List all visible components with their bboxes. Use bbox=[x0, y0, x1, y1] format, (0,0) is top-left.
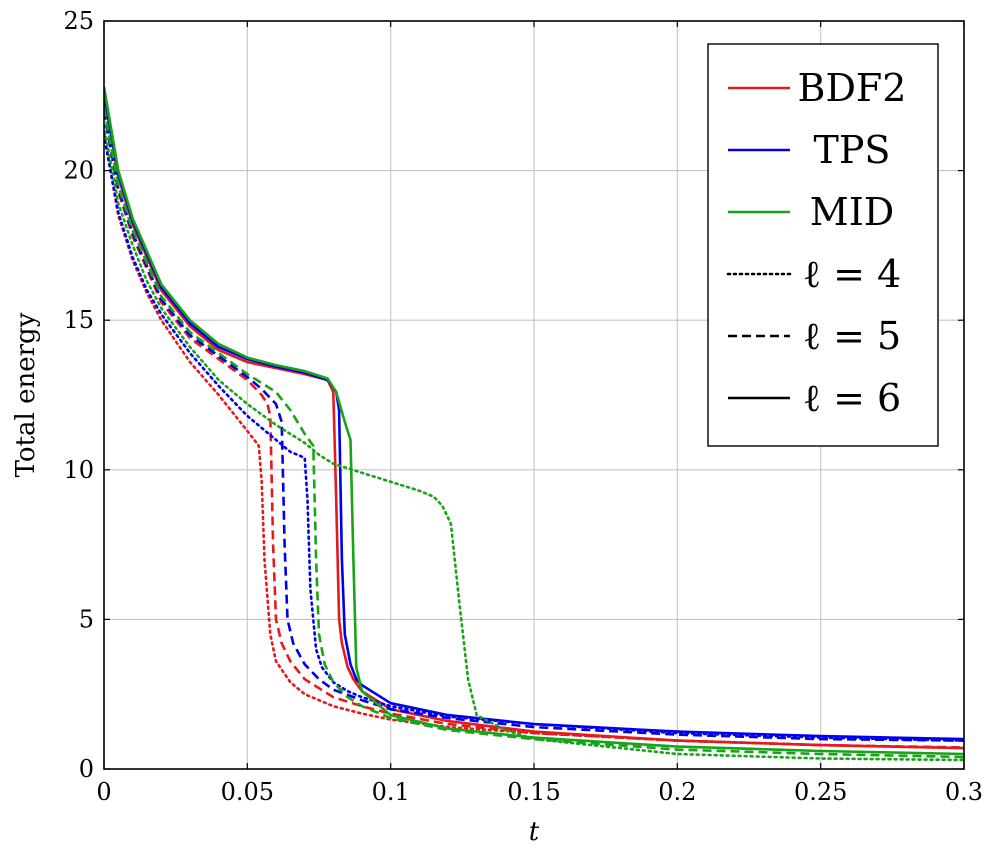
legend-label: TPS bbox=[814, 128, 891, 172]
x-tick-label: 0.2 bbox=[658, 778, 696, 806]
legend-entry: ℓ = 4 bbox=[726, 252, 901, 296]
legend-label: ℓ = 4 bbox=[803, 252, 901, 296]
legend: BDF2 TPS MID ℓ = 4 ℓ = 5 ℓ = 6 bbox=[707, 43, 939, 447]
x-tick-label: 0.1 bbox=[372, 778, 410, 806]
legend-entry: MID bbox=[728, 190, 894, 234]
y-tick-label: 10 bbox=[63, 456, 94, 484]
y-tick-label: 20 bbox=[63, 157, 94, 185]
y-axis-title: Total energy bbox=[11, 312, 41, 477]
y-tick-label: 0 bbox=[79, 755, 94, 783]
series-group bbox=[104, 86, 964, 762]
legend-entry: ℓ = 5 bbox=[728, 314, 901, 358]
legend-entry: BDF2 bbox=[728, 66, 906, 110]
series-line-tps-level-4 bbox=[104, 133, 964, 742]
legend-label: ℓ = 6 bbox=[803, 376, 901, 420]
y-tick-label: 15 bbox=[63, 306, 94, 334]
legend-label: ℓ = 5 bbox=[803, 314, 901, 358]
x-tick-label: 0.05 bbox=[221, 778, 274, 806]
legend-label: MID bbox=[810, 190, 894, 234]
legend-entry: TPS bbox=[728, 128, 890, 172]
x-tick-label: 0 bbox=[96, 778, 111, 806]
y-tick-label: 25 bbox=[63, 7, 94, 35]
legend-entry: ℓ = 6 bbox=[728, 376, 901, 420]
series-line-mid-level-5 bbox=[104, 107, 964, 759]
series-line-mid-level-4 bbox=[104, 124, 964, 762]
series-line-bdf2-level-6 bbox=[104, 95, 964, 750]
series-line-mid-level-6 bbox=[104, 86, 964, 756]
y-tick-label: 5 bbox=[79, 605, 94, 633]
series-line-tps-level-6 bbox=[104, 92, 964, 741]
x-tick-labels: 0 0.05 0.1 0.15 0.2 0.25 0.3 bbox=[96, 778, 983, 806]
legend-label: BDF2 bbox=[798, 66, 907, 110]
x-tick-label: 0.3 bbox=[945, 778, 983, 806]
series-line-bdf2-level-4 bbox=[104, 133, 964, 750]
series-line-tps-level-5 bbox=[104, 110, 964, 742]
x-axis-title: t bbox=[529, 817, 540, 847]
series-line-bdf2-level-5 bbox=[104, 110, 964, 749]
ticks bbox=[103, 20, 965, 770]
legend-box bbox=[707, 43, 939, 447]
y-tick-labels: 0 5 10 15 20 25 bbox=[63, 7, 94, 783]
x-tick-label: 0.15 bbox=[507, 778, 560, 806]
x-tick-label: 0.25 bbox=[794, 778, 847, 806]
